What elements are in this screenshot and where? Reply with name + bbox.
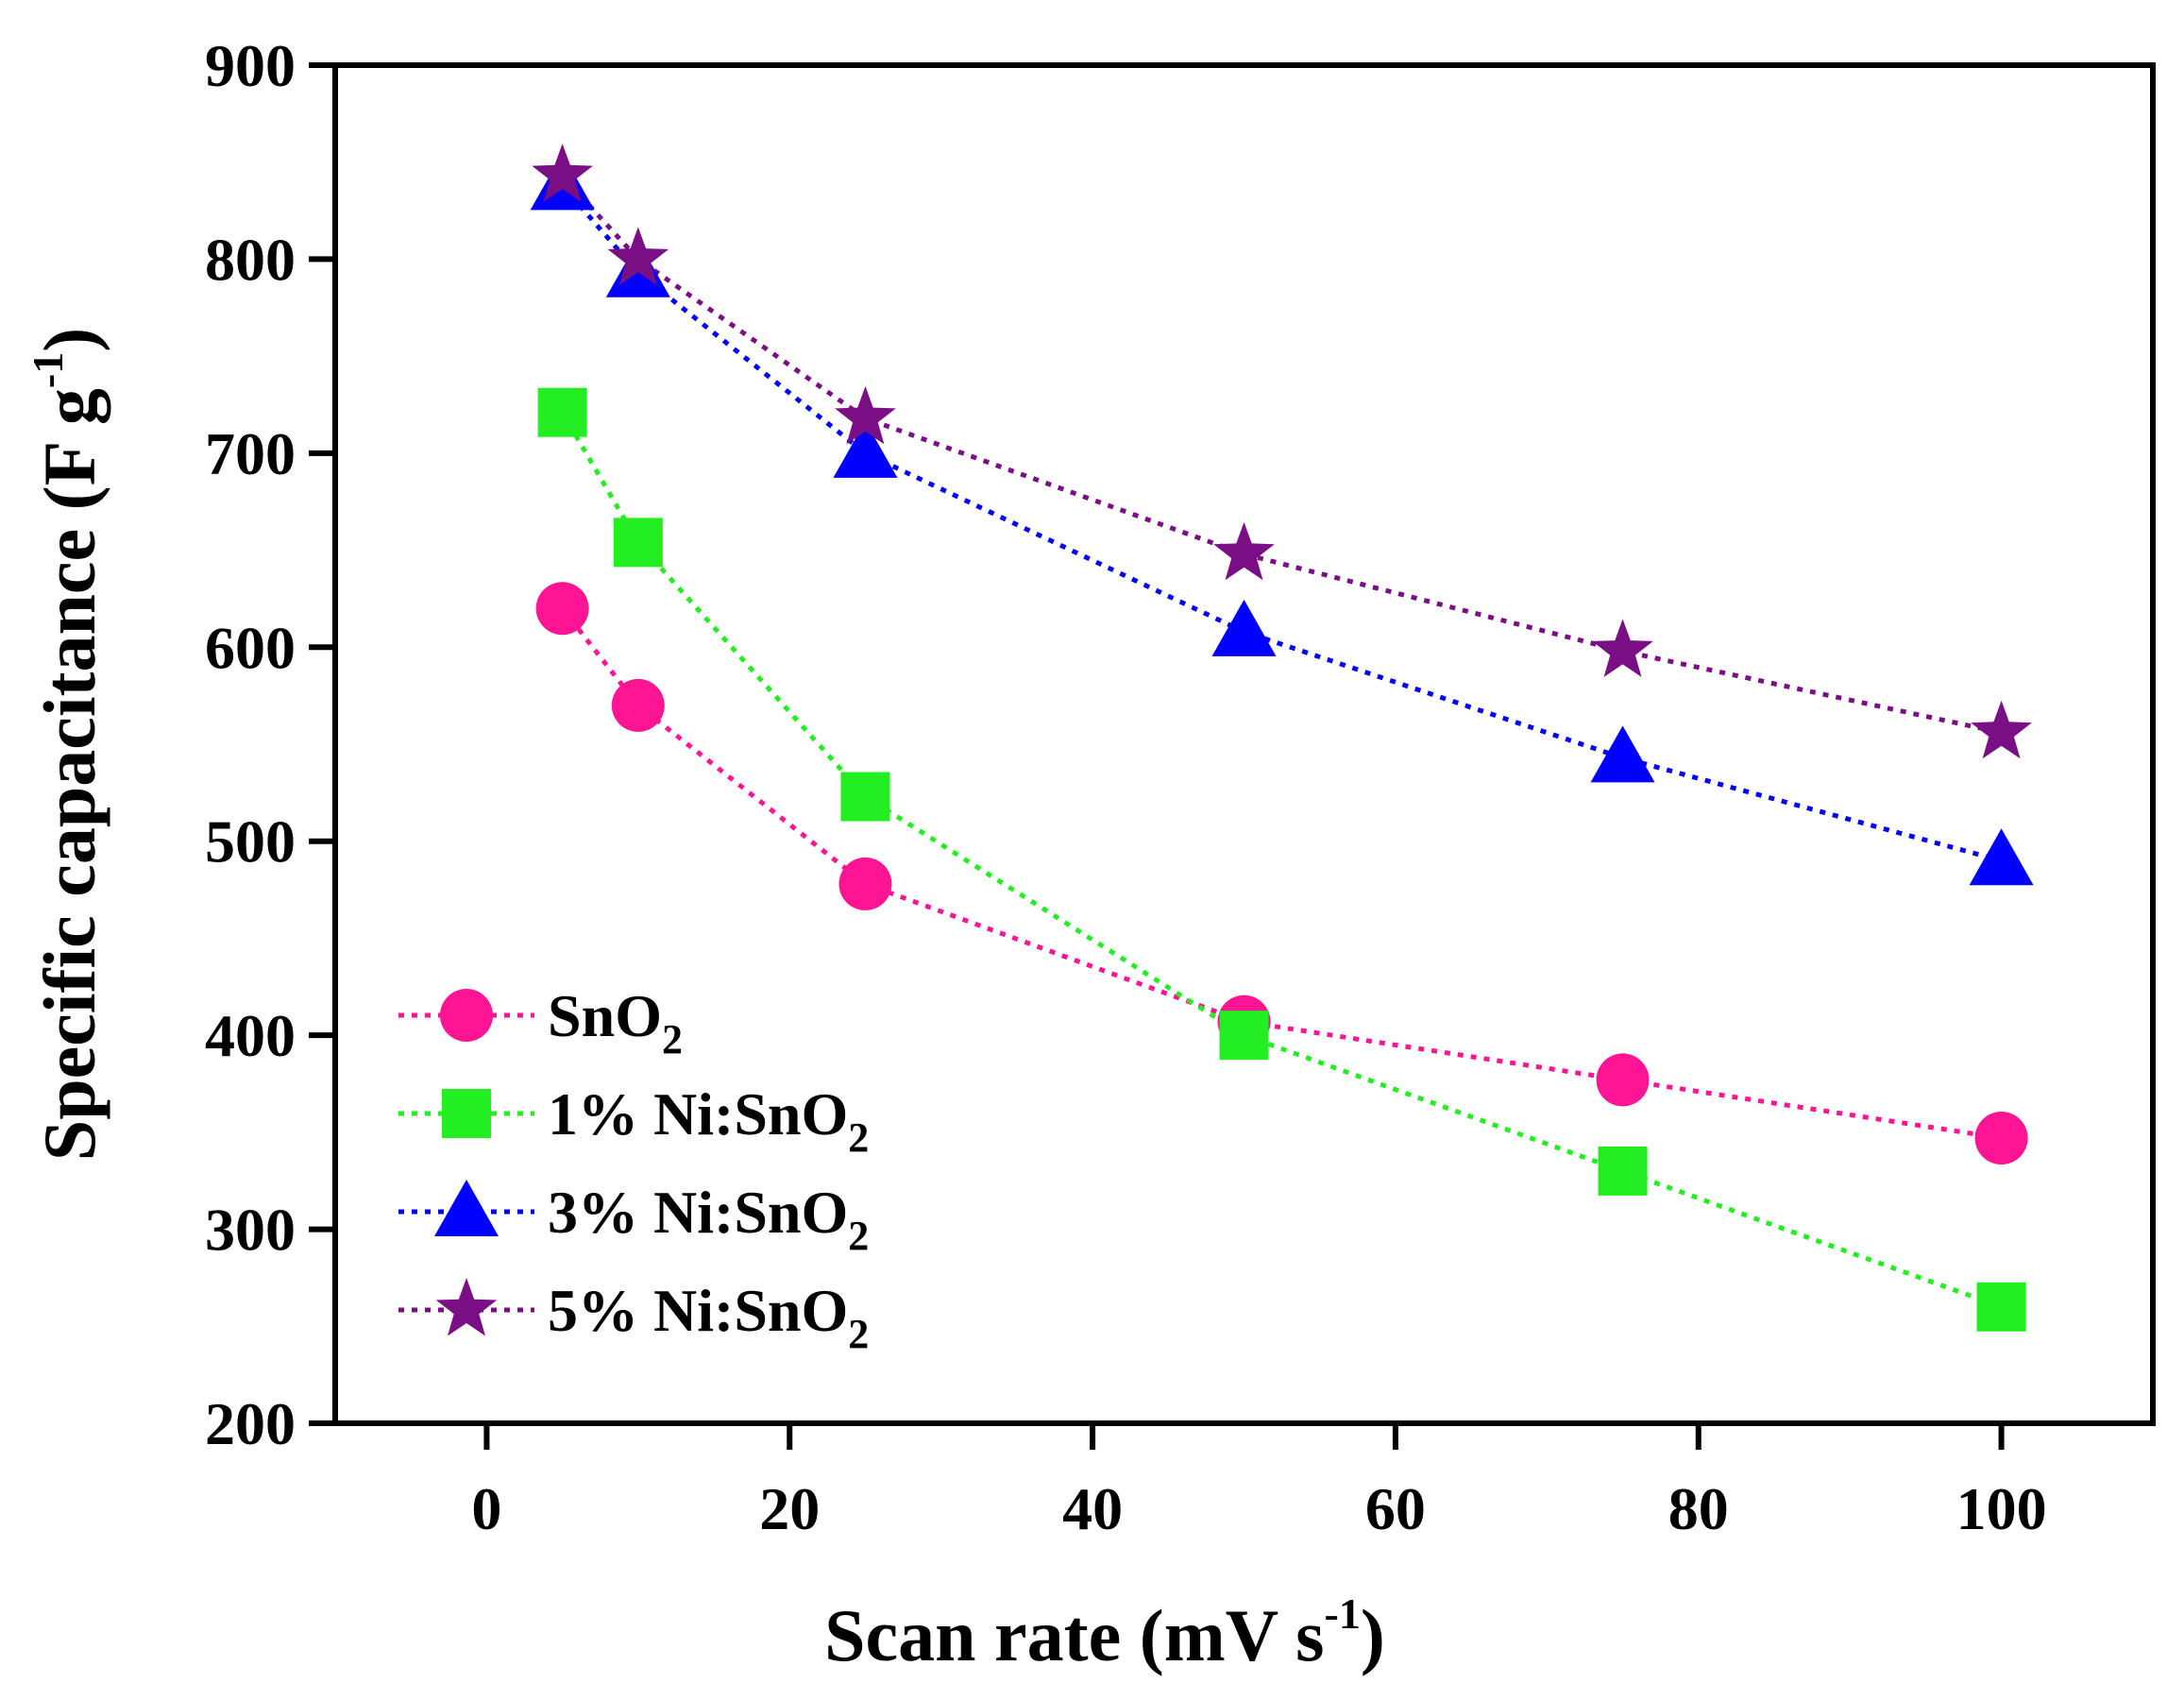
data-point-star [1213,521,1275,581]
x-axis: 0 20 40 60 80 100 [471,1423,2047,1542]
legend-label: 3% Ni:SnO2 [548,1179,869,1259]
x-axis-title: Scan rate (mV s-1) [824,1590,1385,1676]
y-tick-label: 800 [205,226,296,293]
data-point-square [1219,1011,1269,1061]
data-point-square [613,518,663,568]
x-tick-label: 100 [1956,1475,2047,1542]
y-tick-label: 300 [205,1197,296,1264]
x-tick-label: 40 [1062,1475,1123,1542]
y-tick-label: 400 [205,1002,296,1069]
data-point-star [1592,619,1653,677]
data-point-star [532,144,593,202]
data-point-triangle [1590,725,1655,783]
data-point-square [537,387,587,437]
y-tick-label: 900 [205,32,296,99]
series-line [560,183,2003,863]
data-point-circle [838,857,892,910]
data-point-star [835,385,896,445]
legend-marker-circle [440,989,493,1042]
data-point-circle [1974,1112,2028,1165]
series-markers [530,144,2034,1332]
series-line [560,411,2003,1310]
legend: SnO2 1% Ni:SnO2 3% Ni:SnO2 5% Ni:SnO2 [398,982,869,1357]
legend-label: 1% Ni:SnO2 [548,1080,869,1161]
data-point-triangle [1969,828,2034,886]
legend-marker-square [442,1089,491,1138]
y-axis: 200 300 400 500 600 700 800 900 [205,32,335,1457]
data-point-square [1598,1146,1648,1196]
x-tick-label: 0 [471,1475,501,1542]
data-point-square [840,772,890,822]
series-line [560,606,2002,1141]
data-point-circle [535,582,589,636]
x-tick-label: 60 [1365,1475,1426,1542]
legend-marker-triangle [434,1180,499,1236]
y-tick-label: 600 [205,614,296,681]
y-axis-title: Specific capacitance (F g-1) [24,328,110,1161]
legend-marker-star [435,1278,498,1336]
x-tick-label: 80 [1668,1475,1729,1542]
legend-label: SnO2 [548,982,683,1062]
data-point-triangle [833,420,898,478]
data-point-square [1976,1282,2026,1332]
legend-label: 5% Ni:SnO2 [548,1277,869,1357]
data-point-star [1971,700,2032,759]
plot-frame [332,62,2156,1426]
data-point-triangle [1211,599,1277,656]
y-tick-label: 500 [205,808,296,876]
data-point-circle [1596,1053,1650,1107]
series-line [560,174,2003,736]
y-tick-label: 700 [205,420,296,487]
data-point-circle [611,678,665,732]
data-point-star [607,227,669,285]
x-tick-label: 20 [759,1475,820,1542]
y-tick-label: 200 [205,1390,296,1457]
